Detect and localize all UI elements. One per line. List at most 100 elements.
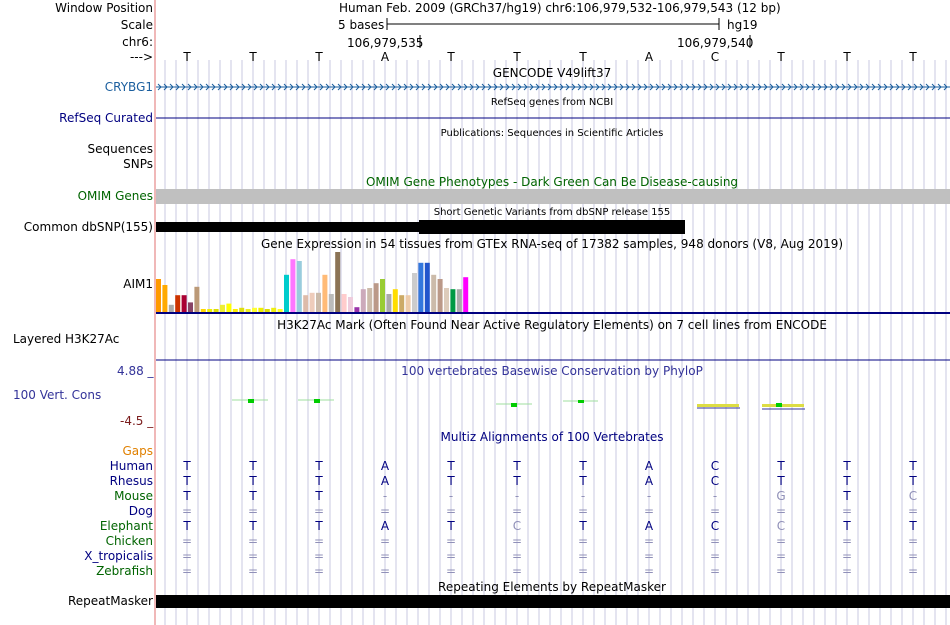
refseq-label[interactable]: RefSeq Curated (59, 111, 153, 125)
repeatmasker-track-title: Repeating Elements by RepeatMasker (438, 580, 666, 594)
gtex-tissue-bar[interactable] (252, 307, 257, 312)
assembly-position[interactable]: Human Feb. 2009 (GRCh37/hg19) chr6:106,9… (339, 1, 781, 15)
alignment-base: T (909, 519, 917, 533)
alignment-base: A (380, 474, 390, 488)
gtex-tissue-bar[interactable] (232, 309, 238, 312)
repeatmasker-bar[interactable] (156, 595, 950, 608)
gtex-tissue-bar[interactable] (444, 288, 449, 312)
species-label-mouse[interactable]: Mouse (114, 489, 153, 503)
gtex-tissue-bar[interactable] (290, 259, 296, 312)
h3k27ac-label[interactable]: Layered H3K27Ac (13, 332, 120, 346)
species-label-elephant[interactable]: Elephant (99, 519, 153, 533)
phylop-marks[interactable] (232, 399, 805, 410)
base-letter: T (843, 50, 851, 64)
publications-label-sequences[interactable]: Sequences (87, 142, 153, 156)
alignment-base: - (448, 489, 454, 503)
gtex-tissue-bar[interactable] (264, 309, 270, 312)
alignment-base: T (447, 474, 455, 488)
phylop-label[interactable]: 100 Vert. Cons (13, 388, 102, 402)
species-label-x_tropicalis[interactable]: X_tropicalis (84, 549, 153, 563)
gencode-gene-line[interactable] (156, 83, 950, 91)
gtex-tissue-bar[interactable] (220, 304, 225, 312)
omim-gene-bar[interactable] (156, 189, 950, 204)
base-letter: T (249, 50, 257, 64)
gtex-tissue-bar[interactable] (316, 292, 321, 312)
gtex-tissue-bar[interactable] (200, 309, 206, 312)
species-label-dog[interactable]: Dog (128, 504, 153, 518)
chrom-label: chr6: (122, 35, 153, 49)
gtex-tissue-bar[interactable] (309, 292, 315, 312)
gtex-tissue-bar[interactable] (418, 262, 424, 312)
gtex-tissue-bar[interactable] (456, 289, 462, 312)
gtex-tissue-bar[interactable] (207, 309, 213, 312)
phylop-mark (762, 404, 804, 407)
gtex-tissue-bar[interactable] (380, 279, 385, 312)
gtex-tissue-bar[interactable] (341, 294, 347, 312)
alignment-base: G (776, 489, 786, 503)
dbsnp-variant-bar-1[interactable] (156, 222, 419, 232)
strand-chevron (841, 83, 846, 91)
gtex-tissue-bar[interactable] (194, 286, 200, 312)
gtex-tissue-bar[interactable] (296, 261, 302, 312)
gtex-tissue-bar[interactable] (360, 289, 366, 312)
species-label-zebrafish[interactable]: Zebrafish (96, 564, 153, 578)
gtex-tissue-bar[interactable] (328, 294, 334, 312)
repeatmasker-label[interactable]: RepeatMasker (67, 594, 153, 608)
gtex-tissue-bar[interactable] (335, 252, 341, 312)
gtex-tissue-bar[interactable] (399, 295, 405, 312)
gtex-tissue-bar[interactable] (373, 283, 379, 312)
dbsnp-variant-bar-2[interactable] (419, 220, 685, 234)
omim-label[interactable]: OMIM Genes (77, 189, 153, 203)
alignment-base: C (512, 519, 522, 533)
gtex-tissue-bar[interactable] (431, 274, 437, 312)
gtex-tissue-bar[interactable] (226, 303, 232, 312)
gtex-tissue-bar[interactable] (463, 277, 469, 312)
gtex-tissue-bar[interactable] (354, 307, 360, 312)
gtex-tissue-bar[interactable] (348, 297, 353, 312)
strand-chevron (469, 83, 474, 91)
alignment-base: T (579, 459, 587, 473)
gtex-tissue-bar[interactable] (424, 262, 430, 312)
gtex-tissue-bar[interactable] (392, 289, 398, 312)
gtex-tissue-bar[interactable] (258, 307, 264, 312)
strand-chevron (619, 83, 624, 91)
strand-chevron (775, 83, 780, 91)
gtex-tissue-bar[interactable] (450, 289, 456, 312)
strand-chevron (661, 83, 666, 91)
publications-label-snps[interactable]: SNPs (123, 157, 153, 171)
strand-chevron (295, 83, 300, 91)
dbsnp-label[interactable]: Common dbSNP(155) (23, 220, 153, 234)
gtex-tissue-bar[interactable] (386, 294, 392, 312)
species-label-rhesus[interactable]: Rhesus (109, 474, 153, 488)
gtex-tissue-bar[interactable] (156, 279, 161, 312)
alignment-base: T (843, 519, 851, 533)
species-label-human[interactable]: Human (109, 459, 153, 473)
gtex-tissue-bar[interactable] (322, 274, 328, 312)
gtex-tissue-bar[interactable] (271, 307, 277, 312)
gtex-tissue-bar[interactable] (367, 288, 373, 312)
gtex-tissue-bar[interactable] (245, 309, 251, 312)
gtex-tissue-bar[interactable] (284, 274, 289, 312)
gtex-tissue-bar[interactable] (213, 309, 219, 312)
gtex-tissue-bar[interactable] (239, 307, 245, 312)
gtex-tissue-bar[interactable] (188, 302, 193, 312)
gtex-tissue-bar[interactable] (181, 295, 187, 312)
gene-label-crybg1[interactable]: CRYBG1 (104, 80, 153, 94)
alignment-base: C (908, 489, 918, 503)
gtex-bar-chart[interactable] (156, 252, 469, 312)
gtex-tissue-bar[interactable] (168, 304, 174, 312)
strand-chevron (829, 83, 834, 91)
strand-chevron (397, 83, 402, 91)
alignment-base: T (183, 474, 191, 488)
gtex-tissue-bar[interactable] (303, 295, 309, 312)
gtex-tissue-bar[interactable] (437, 279, 443, 312)
gtex-tissue-bar[interactable] (277, 309, 283, 312)
gtex-tissue-bar[interactable] (175, 295, 181, 312)
gtex-tissue-bar[interactable] (405, 295, 411, 312)
gtex-gene-label[interactable]: AIM1 (123, 277, 153, 291)
gtex-tissue-bar[interactable] (412, 273, 417, 312)
gaps-label[interactable]: Gaps (122, 444, 153, 458)
gtex-tissue-bar[interactable] (162, 285, 168, 312)
species-label-chicken[interactable]: Chicken (105, 534, 153, 548)
strand-chevron (571, 83, 576, 91)
